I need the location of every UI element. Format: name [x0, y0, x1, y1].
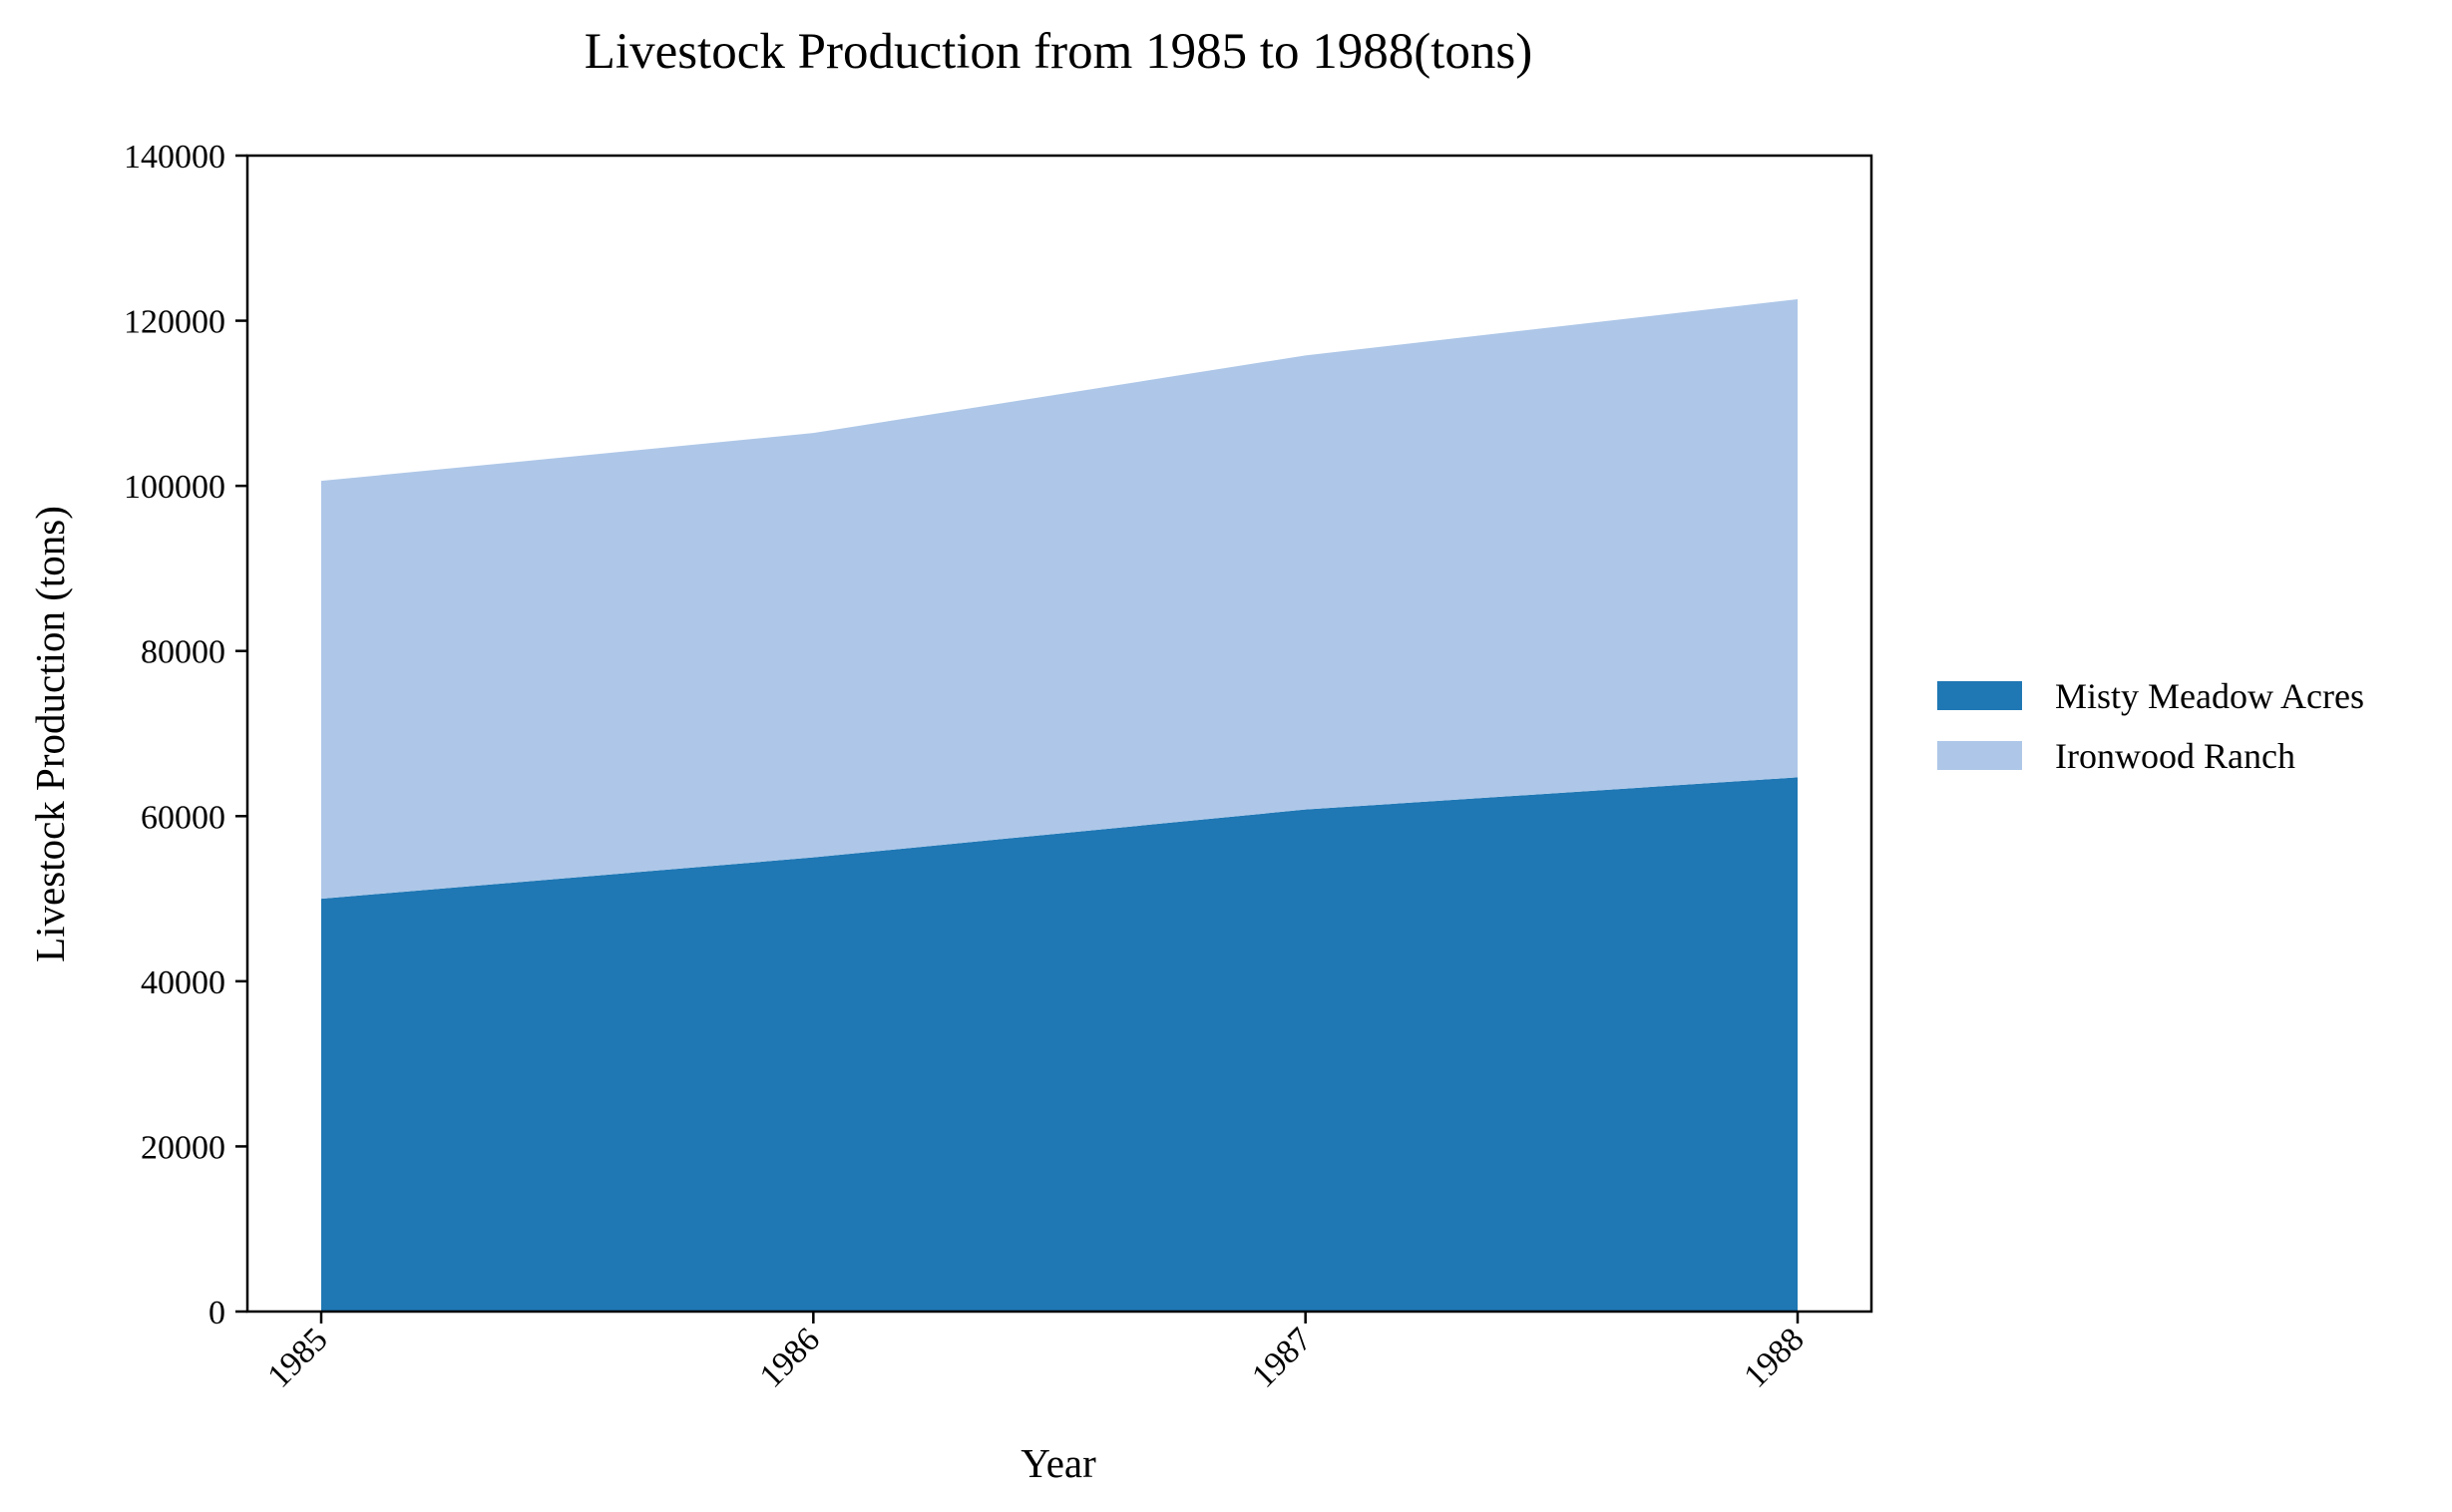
x-axis-label: Year — [1021, 1440, 1096, 1486]
y-tick-label: 140000 — [124, 139, 225, 176]
x-axis: 1985 1986 1987 1988 — [260, 1312, 1812, 1395]
legend-label: Misty Meadow Acres — [2055, 676, 2364, 716]
legend: Misty Meadow Acres Ironwood Ranch — [1937, 676, 2364, 776]
area-series-1 — [321, 299, 1798, 900]
x-tick-label: 1987 — [1245, 1321, 1319, 1394]
x-tick-label: 1985 — [260, 1321, 334, 1394]
chart-title: Livestock Production from 1985 to 1988(t… — [585, 24, 1532, 80]
y-tick-label: 20000 — [141, 1129, 225, 1166]
y-tick-label: 100000 — [124, 469, 225, 506]
y-axis: 0 20000 40000 60000 80000 100000 120000 140000 — [124, 139, 247, 1331]
y-tick-label: 40000 — [141, 964, 225, 1001]
legend-label: Ironwood Ranch — [2055, 736, 2295, 776]
y-axis-label: Livestock Production (tons) — [27, 506, 73, 962]
y-tick-label: 120000 — [124, 304, 225, 341]
y-tick-label: 80000 — [141, 634, 225, 671]
area-series-0 — [321, 777, 1798, 1312]
legend-swatch — [1937, 681, 2022, 710]
y-tick-label: 0 — [208, 1295, 225, 1331]
plot-frame — [245, 154, 1873, 1314]
x-tick-label: 1986 — [753, 1321, 827, 1394]
y-tick-label: 60000 — [141, 799, 225, 836]
legend-swatch — [1937, 741, 2022, 770]
area-series-group — [321, 299, 1798, 1312]
x-tick-label: 1988 — [1737, 1321, 1811, 1394]
